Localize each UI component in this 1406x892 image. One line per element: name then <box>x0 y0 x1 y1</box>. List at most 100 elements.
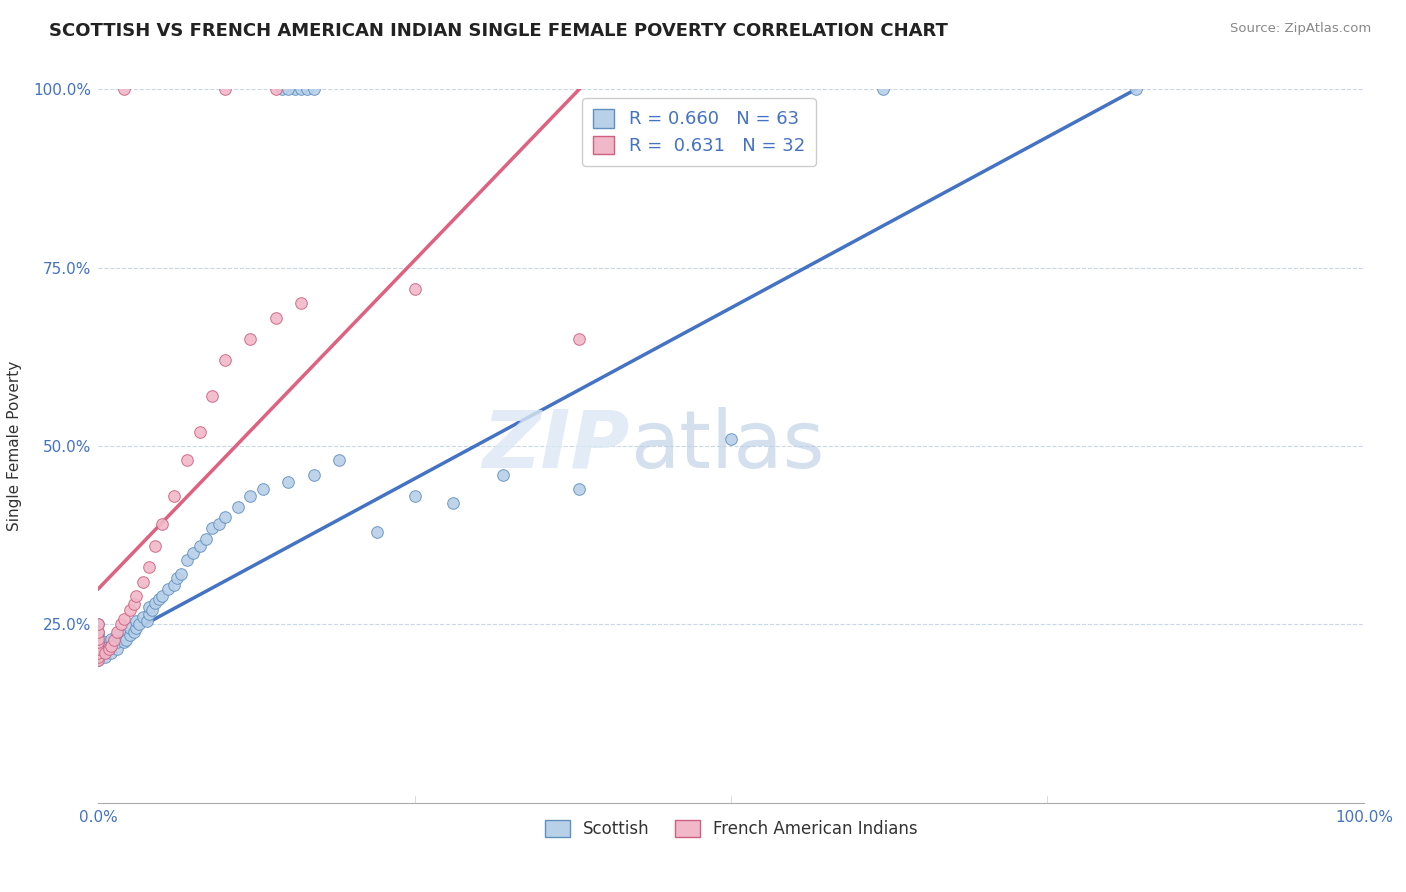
Point <box>93 649 117 664</box>
Point <box>277 82 299 96</box>
Point <box>87 653 110 667</box>
Point <box>87 635 110 649</box>
Point <box>93 642 117 657</box>
Point <box>252 482 274 496</box>
Point <box>163 578 186 592</box>
Point <box>107 624 129 639</box>
Point <box>97 642 120 657</box>
Point <box>138 560 160 574</box>
Point <box>120 621 141 635</box>
Point <box>148 592 170 607</box>
Point <box>404 282 426 296</box>
Point <box>264 310 287 325</box>
Point <box>163 489 186 503</box>
Point <box>270 82 294 96</box>
Point <box>87 624 110 639</box>
Point <box>112 82 135 96</box>
Text: ZIP: ZIP <box>482 407 630 485</box>
Point <box>366 524 388 539</box>
Point <box>214 353 236 368</box>
Point <box>239 489 262 503</box>
Point <box>132 610 155 624</box>
Point <box>107 642 129 657</box>
Point <box>125 614 148 628</box>
Point <box>138 607 160 621</box>
Point <box>150 589 173 603</box>
Point <box>176 453 198 467</box>
Point <box>87 642 110 657</box>
Point <box>183 546 205 560</box>
Point <box>110 617 132 632</box>
Point <box>112 635 135 649</box>
Point <box>87 649 110 664</box>
Point <box>302 467 325 482</box>
Point <box>201 521 224 535</box>
Point <box>87 628 110 642</box>
Point <box>103 635 125 649</box>
Point <box>100 632 122 646</box>
Point <box>297 82 319 96</box>
Point <box>1125 82 1147 96</box>
Point <box>226 500 249 514</box>
Point <box>93 646 117 660</box>
Point <box>100 639 122 653</box>
Point <box>103 633 125 648</box>
Point <box>87 642 110 657</box>
Point <box>302 82 325 96</box>
Point <box>214 82 236 96</box>
Point <box>208 517 231 532</box>
Point <box>239 332 262 346</box>
Point <box>87 617 110 632</box>
Point <box>87 632 110 646</box>
Legend: Scottish, French American Indians: Scottish, French American Indians <box>538 813 924 845</box>
Point <box>87 624 110 639</box>
Point <box>145 539 166 553</box>
Point <box>141 603 163 617</box>
Point <box>125 621 148 635</box>
Point <box>214 510 236 524</box>
Point <box>441 496 464 510</box>
Point <box>122 624 145 639</box>
Point <box>188 539 211 553</box>
Point <box>872 82 894 96</box>
Point <box>87 646 110 660</box>
Point <box>125 589 148 603</box>
Point <box>97 639 120 653</box>
Point <box>112 612 135 626</box>
Point <box>194 532 218 546</box>
Point <box>120 603 141 617</box>
Point <box>93 635 117 649</box>
Point <box>188 425 211 439</box>
Text: atlas: atlas <box>630 407 824 485</box>
Point <box>100 639 122 653</box>
Point <box>290 82 312 96</box>
Point <box>284 82 307 96</box>
Point <box>87 635 110 649</box>
Point <box>128 617 150 632</box>
Point <box>87 639 110 653</box>
Point <box>277 475 299 489</box>
Point <box>568 332 591 346</box>
Point <box>122 598 145 612</box>
Point <box>568 482 591 496</box>
Y-axis label: Single Female Poverty: Single Female Poverty <box>7 361 22 531</box>
Point <box>138 599 160 614</box>
Point <box>87 632 110 646</box>
Point <box>110 632 132 646</box>
Point <box>492 467 515 482</box>
Point <box>157 582 180 596</box>
Point <box>290 296 312 310</box>
Point <box>169 567 191 582</box>
Text: Source: ZipAtlas.com: Source: ZipAtlas.com <box>1230 22 1371 36</box>
Point <box>150 517 173 532</box>
Point <box>176 553 198 567</box>
Point <box>720 432 742 446</box>
Point <box>115 633 138 648</box>
Point <box>112 628 135 642</box>
Point <box>132 574 155 589</box>
Point <box>328 453 350 467</box>
Point <box>107 628 129 642</box>
Point <box>120 628 141 642</box>
Point <box>145 596 166 610</box>
Point <box>166 571 188 585</box>
